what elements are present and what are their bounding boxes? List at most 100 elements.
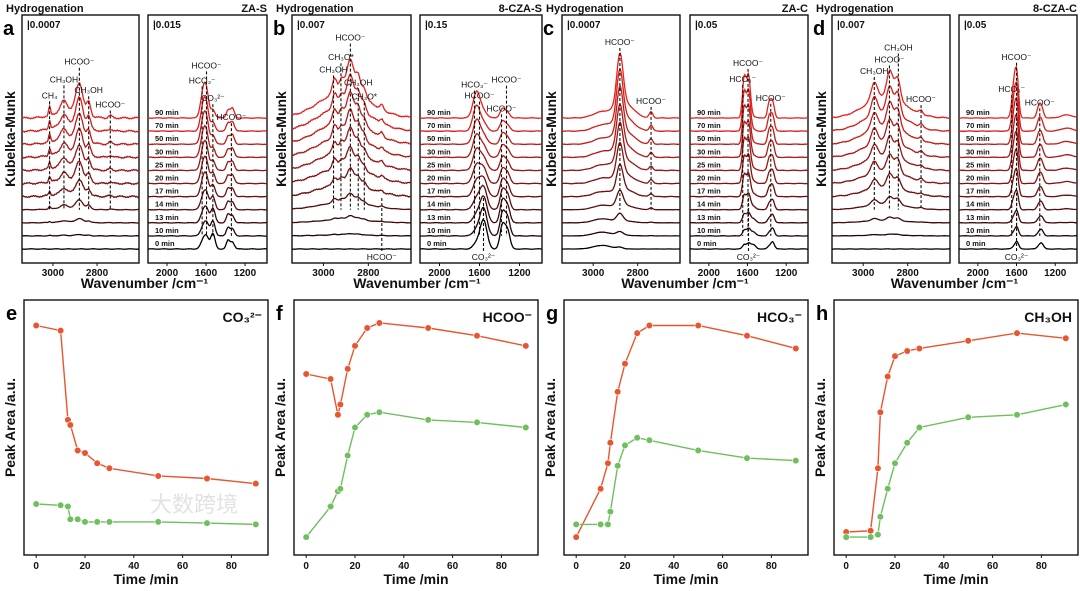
species-label: HCO₃⁻: [757, 309, 802, 325]
spectrum-trace-0min: [419, 219, 543, 250]
time-label: 25 min: [155, 160, 179, 169]
data-point: [344, 451, 352, 460]
spectrum-trace-90min: [958, 65, 1078, 119]
spectrum-trace-50min: [561, 84, 681, 146]
x-tick-label: 60: [447, 561, 459, 572]
data-point: [336, 400, 344, 409]
scale-bar-label: |0.007: [837, 20, 865, 31]
series-8-CZA-C: [572, 434, 800, 529]
peak-label: HCOO⁻: [465, 91, 496, 101]
x-tick-label: 0: [303, 561, 309, 572]
data-point: [302, 533, 310, 541]
plot-frame: [23, 299, 269, 556]
data-point: [32, 321, 40, 330]
data-point: [645, 321, 654, 330]
scale-bar-label: |0.15: [425, 20, 448, 31]
time-label: 50 min: [155, 134, 179, 143]
scale-bar-label: |0.007: [297, 20, 325, 31]
sample-name: ZA-C: [782, 3, 808, 15]
peak-label: CH₃OH: [884, 42, 913, 52]
plot-frame: [689, 14, 809, 264]
x-tick-label: 1200: [508, 268, 531, 279]
x-axis-label: Wavenumber /cm⁻¹: [621, 275, 749, 291]
spectrum-trace-13min: [689, 211, 809, 224]
data-point: [596, 485, 605, 493]
data-point: [64, 502, 72, 511]
spectrum-trace-50min: [419, 118, 543, 146]
peak-label: CH₃O*: [351, 91, 377, 101]
spectrum-trace-13min: [420, 195, 543, 224]
spectrum-trace-25min: [561, 121, 681, 172]
spectrum-trace-17min: [291, 166, 412, 198]
data-point: [81, 518, 89, 526]
data-point: [876, 408, 884, 416]
peak-label: HCOO⁻: [636, 96, 667, 106]
spectrum-trace-70min: [419, 104, 543, 133]
plot-frame: [419, 14, 543, 264]
spectrum-trace-30min: [291, 108, 412, 158]
spectrum-trace-10min: [291, 232, 411, 237]
spectrum-trace-30min: [689, 118, 808, 159]
peak-label: CH₃OH: [50, 74, 79, 84]
peak-label: HCO₃⁻: [189, 75, 216, 85]
peak-label: HCOO⁻: [605, 37, 636, 47]
series-line: [846, 332, 1066, 533]
peak-label: HCO₃⁻: [461, 80, 488, 90]
watermark: 大数跨境: [150, 492, 238, 517]
data-point: [743, 454, 751, 462]
data-point: [351, 423, 359, 432]
series-line: [575, 324, 796, 538]
data-point: [93, 459, 101, 467]
spectrum-trace-0min: [689, 240, 809, 250]
spectrum-trace-0min: [291, 248, 412, 250]
spectrum-trace-20min: [147, 155, 267, 185]
time-label: 30 min: [697, 147, 721, 156]
peak-label: CH₃OH: [860, 66, 889, 76]
spectrum-trace-25min: [958, 129, 1078, 172]
species-label: HCOO⁻: [483, 309, 532, 325]
spectrum-trace-10min: [959, 225, 1078, 237]
panel-letter: e: [6, 303, 17, 325]
time-label: 10 min: [427, 226, 451, 235]
data-point: [915, 344, 924, 353]
peak-label: CO₃²⁻: [472, 252, 496, 262]
data-point: [866, 533, 875, 541]
data-point: [874, 530, 882, 539]
low-wavenumber-subplot: |0.05 2000 1600 1200 0 min 10 min 13 min 14 min…: [689, 14, 809, 279]
data-point: [74, 515, 82, 523]
spectrum-trace-20min: [419, 162, 543, 185]
time-label: 14 min: [966, 200, 990, 209]
scale-bar-label: |0.0007: [27, 20, 61, 31]
high-wavenumber-subplot: |0.0007 3000 2800 HCOO⁻ HCOO⁻: [561, 14, 681, 279]
high-wavenumber-subplot: |0.0007 3000 2800 CH₄ CH₃OH HCOO⁻ CH₃OH HCOO⁻: [21, 14, 140, 279]
kinetics-panel-h: h CH₃OH Peak Area /a.u. Time /min 0 20 40 60 80: [812, 299, 1079, 587]
x-tick-label: 2000: [156, 268, 179, 279]
time-label: 14 min: [697, 200, 721, 209]
x-tick-label: 80: [226, 561, 238, 572]
series-8-CZA-S: [572, 321, 800, 541]
x-tick-label: 60: [177, 561, 189, 572]
data-point: [915, 423, 924, 432]
spectrum-trace-14min: [419, 184, 543, 211]
spectrum-trace-17min: [831, 172, 951, 198]
low-wavenumber-subplot: |0.05 2000 1600 1200 0 min 10 min 13 min 14 min…: [958, 14, 1078, 279]
panel-title: Hydrogenation: [546, 3, 624, 15]
scale-bar-label: |0.015: [153, 20, 181, 31]
x-tick-label: 1600: [195, 268, 218, 279]
spectrum-trace-30min: [21, 127, 140, 160]
panel-letter: d: [813, 18, 825, 40]
peak-label: HCO₃⁻: [998, 84, 1025, 94]
spectrum-trace-14min: [21, 199, 140, 211]
data-point: [891, 352, 899, 360]
data-point: [604, 459, 612, 467]
spectrum-trace-25min: [147, 139, 268, 172]
spectrum-trace-0min: [22, 248, 140, 250]
panel-letter: f: [276, 303, 283, 325]
x-tick-label: 1200: [775, 268, 798, 279]
x-axis-label: Time /min: [653, 571, 718, 587]
time-label: 0 min: [155, 239, 175, 248]
x-axis-label: Time /min: [383, 571, 448, 587]
x-tick-label: 80: [1036, 561, 1048, 572]
x-tick-label: 3000: [852, 268, 875, 279]
data-point: [105, 518, 113, 526]
